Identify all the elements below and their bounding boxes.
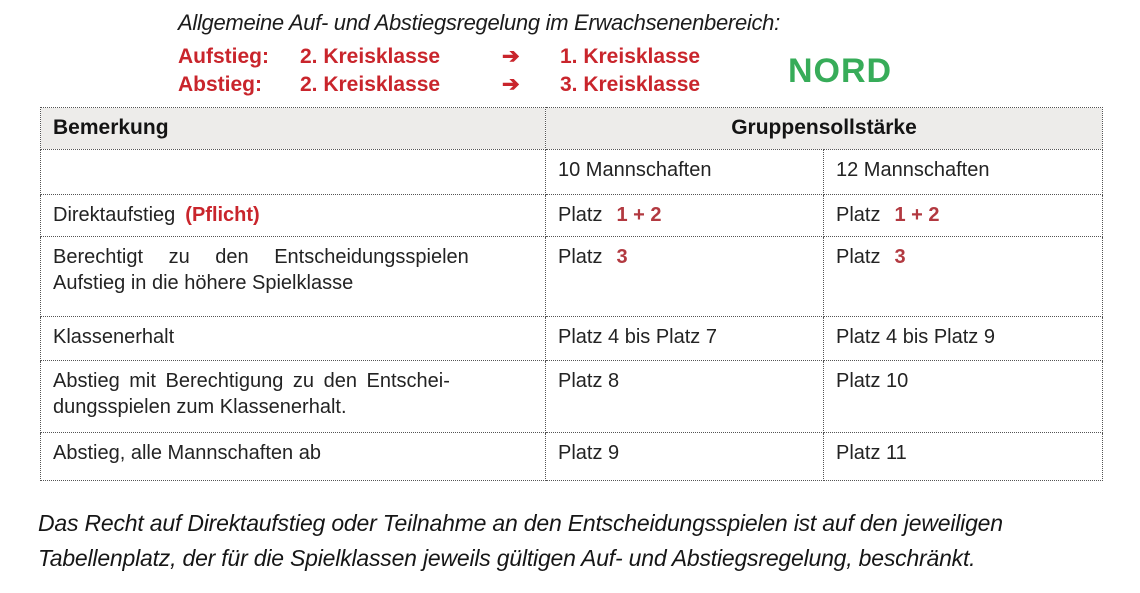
remark-line2: dungsspielen zum Klassenerhalt.: [53, 396, 347, 418]
abstieg-to: 3. Kreisklasse: [560, 73, 701, 96]
table-row: Berechtigt zu den Entscheidungsspielen A…: [40, 236, 1103, 317]
footnote-line1: Das Recht auf Direktaufstieg oder Teilna…: [38, 510, 1003, 536]
empty-cell: [40, 149, 546, 195]
aufstieg-from: 2. Kreisklasse: [300, 45, 441, 68]
value-cell-12: Platz 3: [823, 236, 1103, 317]
table-subheader-row: 10 Mannschaften 12 Mannschaften: [40, 149, 1103, 195]
value-cell-10: Platz 8: [545, 360, 824, 433]
subheader-10-mannschaften: 10 Mannschaften: [545, 149, 824, 195]
value-cell-12: Platz 4 bis Platz 9: [823, 316, 1103, 361]
platz-prefix: Platz: [558, 204, 603, 226]
footnote-line2: Tabellenplatz, der für die Spielklassen …: [38, 545, 976, 571]
platz-value: 3: [894, 246, 906, 268]
col-header-gruppensollstaerke: Gruppensollstärke: [545, 107, 1103, 150]
regulation-table: Bemerkung Gruppensollstärke 10 Mannschaf…: [40, 107, 1103, 481]
platz-prefix: Platz: [558, 246, 603, 268]
remark-line1: Berechtigt zu den Entscheidungsspielen: [53, 246, 469, 268]
subheader-12-mannschaften: 12 Mannschaften: [823, 149, 1103, 195]
value-cell-12: Platz 10: [823, 360, 1103, 433]
remark-line2: Aufstieg in die höhere Spielklasse: [53, 272, 354, 294]
aufstieg-to: 1. Kreisklasse: [560, 45, 701, 68]
value-cell-10: Platz 1 + 2: [545, 194, 824, 237]
right-arrow-icon: ➔: [502, 45, 520, 68]
table-row: Abstieg mit Berechtigung zu den Entschei…: [40, 360, 1103, 433]
abstieg-label: Abstieg:: [178, 73, 262, 96]
value-cell-10: Platz 4 bis Platz 7: [545, 316, 824, 361]
footnote: Das Recht auf Direktaufstieg oder Teilna…: [38, 506, 1003, 576]
platz-value: 1 + 2: [894, 204, 940, 226]
right-arrow-icon: ➔: [502, 73, 520, 96]
value-cell-10: Platz 9: [545, 432, 824, 481]
remark-cell: Abstieg mit Berechtigung zu den Entschei…: [40, 360, 546, 433]
aufstieg-label: Aufstieg:: [178, 45, 269, 68]
region-badge: NORD: [788, 52, 893, 90]
remark-cell: Direktaufstieg (Pflicht): [40, 194, 546, 237]
pflicht-highlight: (Pflicht): [185, 204, 260, 226]
platz-value: 3: [616, 246, 628, 268]
value-cell-10: Platz 3: [545, 236, 824, 317]
remark-cell: Klassenerhalt: [40, 316, 546, 361]
value-cell-12: Platz 1 + 2: [823, 194, 1103, 237]
table-row: Klassenerhalt Platz 4 bis Platz 7 Platz …: [40, 316, 1103, 361]
platz-prefix: Platz: [836, 204, 881, 226]
col-header-bemerkung: Bemerkung: [40, 107, 546, 150]
abstieg-from: 2. Kreisklasse: [300, 73, 441, 96]
table-header-row: Bemerkung Gruppensollstärke: [40, 107, 1103, 150]
platz-value: 1 + 2: [616, 204, 662, 226]
remark-text: Direktaufstieg: [53, 204, 176, 226]
platz-prefix: Platz: [836, 246, 881, 268]
value-cell-12: Platz 11: [823, 432, 1103, 481]
promotion-relegation-rules: Aufstieg: 2. Kreisklasse ➔ 1. Kreisklass…: [178, 44, 700, 97]
table-row: Direktaufstieg (Pflicht) Platz 1 + 2 Platz…: [40, 194, 1103, 237]
remark-cell: Abstieg, alle Mannschaften ab: [40, 432, 546, 481]
table-row: Abstieg, alle Mannschaften ab Platz 9 Pl…: [40, 432, 1103, 481]
page-title: Allgemeine Auf- und Abstiegsregelung im …: [178, 10, 780, 35]
remark-cell: Berechtigt zu den Entscheidungsspielen A…: [40, 236, 546, 317]
remark-line1: Abstieg mit Berechtigung zu den Entschei…: [53, 370, 450, 392]
